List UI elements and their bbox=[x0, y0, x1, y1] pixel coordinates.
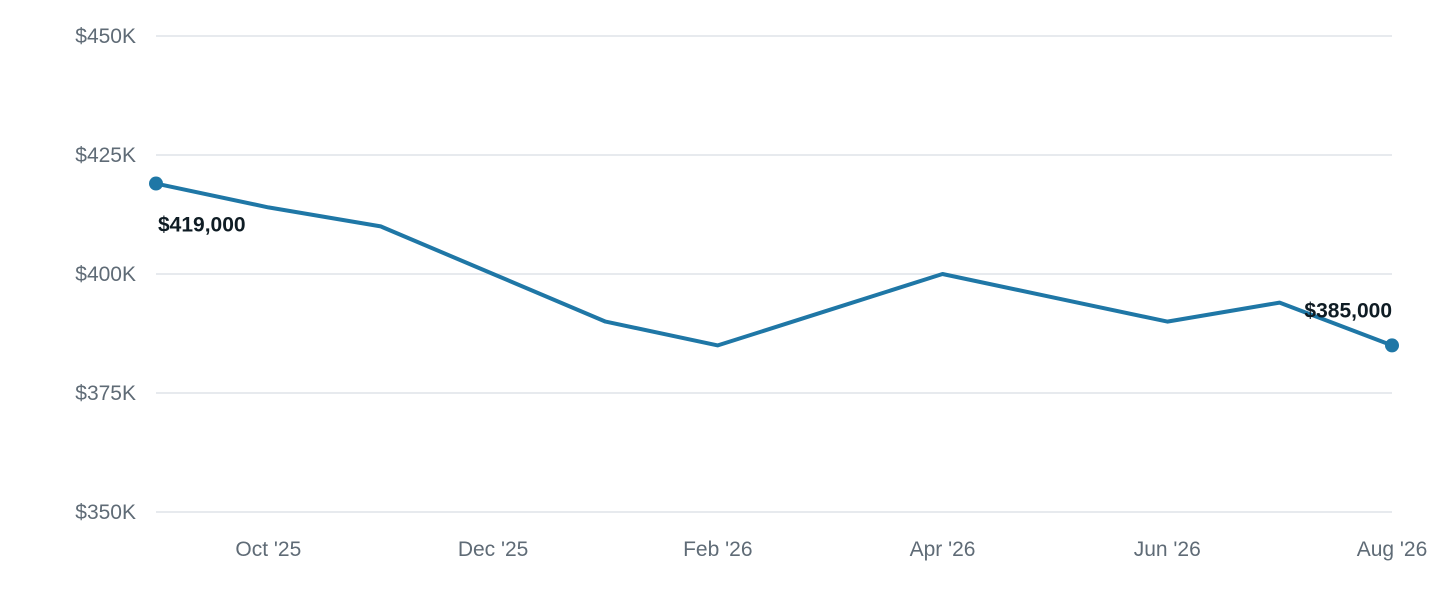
data-label: $419,000 bbox=[158, 214, 246, 237]
x-tick-label: Dec '25 bbox=[458, 538, 529, 561]
data-point-marker bbox=[149, 176, 163, 191]
y-tick-label: $400K bbox=[75, 263, 136, 286]
x-tick-label: Jun '26 bbox=[1134, 538, 1201, 561]
y-tick-label: $450K bbox=[75, 25, 136, 48]
data-label: $385,000 bbox=[1304, 299, 1392, 322]
y-tick-label: $375K bbox=[75, 382, 136, 405]
series-layer bbox=[154, 181, 1394, 348]
series-line bbox=[154, 181, 1394, 348]
y-tick-label: $425K bbox=[75, 144, 136, 167]
x-axis: Oct '25 Dec '25 Feb '26 Apr '26 Jun '26 Aug '… bbox=[235, 538, 1427, 561]
y-axis: $350K $375K $400K $425K $450K bbox=[75, 25, 136, 524]
grid-lines bbox=[156, 35, 1392, 513]
annotations: $419,000 $385,000 bbox=[149, 176, 1399, 353]
y-tick-label: $350K bbox=[75, 501, 136, 524]
x-tick-label: Apr '26 bbox=[910, 538, 976, 561]
x-tick-label: Oct '25 bbox=[235, 538, 301, 561]
data-point-marker bbox=[1385, 338, 1399, 353]
x-tick-label: Feb '26 bbox=[683, 538, 752, 561]
x-tick-label: Aug '26 bbox=[1357, 538, 1428, 561]
